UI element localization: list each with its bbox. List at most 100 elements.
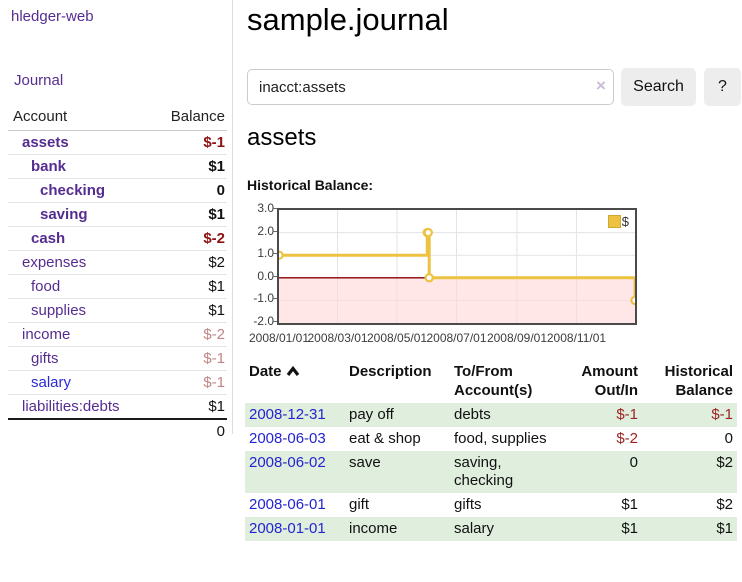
account-balance: 0 [149,178,227,203]
transaction-date-link[interactable]: 2008-01-01 [249,520,326,537]
account-row: expenses $2 [8,250,227,275]
account-link[interactable]: supplies [31,302,87,319]
y-axis-tick-mark [273,321,277,322]
transaction-description: save [345,451,450,493]
x-axis-tick-label: 2008/01/01 [248,331,310,345]
account-balance: $-2 [149,226,227,251]
chart-legend: $ [605,213,631,230]
y-axis-tick-label: -2.0 [253,314,274,328]
transaction-date-link[interactable]: 2008-06-02 [249,454,326,471]
account-row: saving $1 [8,202,227,227]
y-axis-tick-label: 3.0 [257,201,274,215]
accounts-total-value: 0 [149,418,227,443]
chart-section-label: Historical Balance: [247,177,374,193]
account-link[interactable]: income [22,326,71,343]
account-balance: $-2 [149,322,227,347]
account-balance: $1 [149,394,227,419]
account-link[interactable]: expenses [22,254,87,271]
account-heading: assets [247,124,317,151]
transaction-accounts: saving, checking [450,451,560,493]
y-axis-tick-label: -1.0 [253,291,274,306]
account-row: gifts $-1 [8,346,227,371]
register-table: Date Description To/From Account(s) Amou… [245,360,737,541]
x-axis-tick-label: 2008/11/01 [546,331,607,345]
y-axis-tick-mark [273,275,277,277]
account-link[interactable]: bank [31,158,67,175]
x-axis-tick-label: 2008/05/01 [366,331,428,345]
transaction-balance: 0 [724,430,733,447]
account-balance: $-1 [149,346,227,371]
account-balance: $1 [149,274,227,299]
register-col-description: Description [349,363,432,380]
register-row: 2008-06-03 eat & shop food, supplies $-2 0 [245,427,737,451]
account-link[interactable]: saving [40,206,88,223]
page-title: sample.journal [247,2,449,37]
sidebar: hledger-web Journal Account Balance asse… [0,0,233,443]
accounts-col-account: Account [8,106,150,131]
x-axis-tick-label: 2008/09/01 [486,331,547,345]
accounts-col-balance: Balance [149,106,227,131]
register-row: 2008-06-02 save saving, checking 0 $2 [245,451,737,493]
account-row: cash $-2 [8,226,227,251]
account-link[interactable]: gifts [31,350,59,367]
account-row: salary $-1 [8,370,227,395]
account-balance: $1 [149,202,227,227]
y-axis-tick-mark [273,298,277,300]
search-input[interactable] [247,69,614,105]
legend-label: $ [621,214,629,229]
chart-plot-area[interactable]: $ [277,208,637,325]
y-axis-tick-mark [273,208,277,209]
account-link[interactable]: checking [40,182,106,199]
account-balance: $-1 [203,134,225,151]
account-link[interactable]: food [31,278,61,295]
transaction-balance: $2 [642,451,737,493]
register-row: 2008-01-01 income salary $1 $1 [245,517,737,541]
account-balance: $2 [149,250,227,275]
transaction-description: eat & shop [349,430,421,447]
x-axis-tick-label: 2008/03/01 [307,331,368,345]
sidebar-item-journal[interactable]: Journal [14,72,64,89]
transaction-accounts: salary [450,517,560,541]
account-balance: $1 [149,154,227,179]
account-row: assets $-1 [8,131,227,155]
chart-canvas [279,210,635,323]
help-button[interactable]: ? [704,68,741,106]
account-link[interactable]: liabilities:debts [22,398,120,415]
transaction-accounts: food, supplies [454,430,547,447]
search-button[interactable]: Search [621,68,696,106]
transaction-amount: $1 [621,496,638,513]
y-axis-tick-mark [273,230,277,232]
transaction-accounts: debts [450,403,560,427]
accounts-tbody: assets $-1 bank $1 checking 0 saving $1 cash $-2 e… [8,131,227,443]
account-balance: $-1 [149,370,227,395]
transaction-amount: $-2 [616,430,638,447]
transaction-amount: 0 [560,451,642,493]
register-col-balance: Historical Balance [664,363,733,399]
y-axis-tick-label: 0.0 [257,268,274,283]
account-row: checking 0 [8,178,227,203]
historical-balance-chart: $ 3.0 2.0 1.0 0.0 -1.0 -2.0 2008/01/01 2008/03/… [247,196,667,346]
account-row: supplies $1 [8,298,227,323]
app-title-link[interactable]: hledger-web [11,8,94,25]
account-link[interactable]: cash [31,230,66,247]
transaction-description: gift [349,496,370,513]
account-link[interactable]: assets [22,134,69,151]
account-row: income $-2 [8,322,227,347]
transaction-date-link[interactable]: 2008-06-01 [249,496,326,513]
transaction-amount: $-1 [560,403,642,427]
transaction-balance: $-1 [642,403,737,427]
accounts-table: Account Balance assets $-1 bank $1 checking 0… [8,106,227,443]
y-axis-tick-mark [273,253,277,255]
register-tbody: 2008-12-31 pay off debts $-1 $-1 2008-06-03 ea… [245,403,737,541]
register-col-date[interactable]: Date [245,360,345,403]
transaction-date-link[interactable]: 2008-12-31 [249,406,326,423]
transaction-amount: $1 [560,517,642,541]
register-col-amount: Amount Out/In [581,363,638,399]
transaction-description: income [345,517,450,541]
x-axis-tick-label: 2008/07/01 [426,331,487,345]
y-axis-tick-label: 2.0 [257,223,274,238]
account-link[interactable]: salary [31,374,72,391]
clear-search-icon[interactable]: × [596,76,606,95]
transaction-date-link[interactable]: 2008-06-03 [249,430,326,447]
transaction-accounts: gifts [454,496,482,513]
